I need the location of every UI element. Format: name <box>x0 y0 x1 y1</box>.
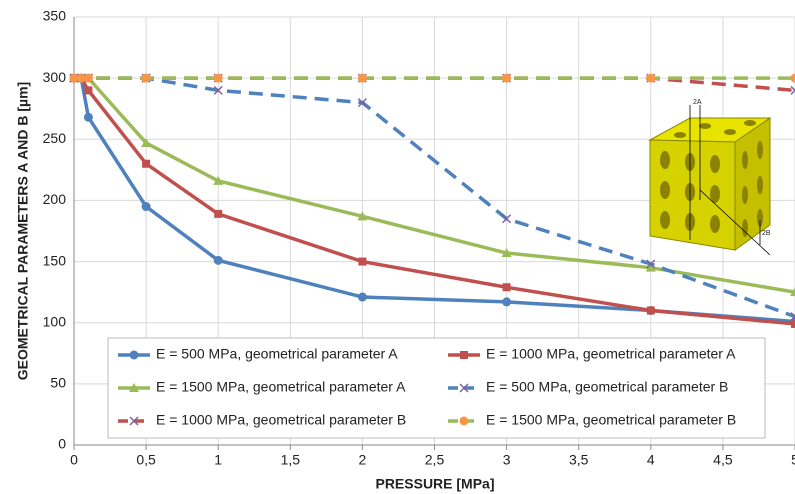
legend-label: E = 500 MPa, geometrical parameter A <box>156 346 398 362</box>
x-tick-label: 0 <box>70 452 78 468</box>
x-tick-label: 4 <box>647 452 655 468</box>
marker <box>646 73 656 83</box>
inset-image: 2A 2B <box>648 99 772 256</box>
y-tick-label: 200 <box>43 191 67 207</box>
marker <box>790 312 795 322</box>
marker <box>459 416 469 426</box>
marker <box>357 211 368 221</box>
y-tick-label: 100 <box>43 313 67 329</box>
marker <box>357 73 367 83</box>
x-tick-label: 5 <box>791 452 795 468</box>
legend-label: E = 1500 MPa, geometrical parameter A <box>156 379 406 395</box>
marker <box>214 209 223 218</box>
series-group <box>69 73 795 83</box>
marker <box>790 85 795 95</box>
legend-label: E = 500 MPa, geometrical parameter B <box>486 379 728 395</box>
marker <box>645 262 656 272</box>
marker <box>646 306 655 315</box>
marker <box>69 73 79 83</box>
marker <box>459 383 469 393</box>
legend-label: E = 1000 MPa, geometrical parameter B <box>156 412 406 428</box>
marker <box>142 159 151 168</box>
legend-label: E = 1500 MPa, geometrical parameter B <box>486 412 736 428</box>
x-tick-label: 2 <box>359 452 367 468</box>
y-tick-label: 150 <box>43 252 67 268</box>
x-axis-label: PRESSURE [MPa] <box>375 476 494 492</box>
marker <box>76 73 86 83</box>
marker <box>141 137 152 147</box>
marker <box>502 297 512 307</box>
marker <box>83 73 93 83</box>
marker <box>358 257 367 266</box>
annotation: 2A <box>693 99 702 106</box>
marker <box>213 255 223 265</box>
marker <box>501 248 512 258</box>
legend: E = 500 MPa, geometrical parameter A E = … <box>118 346 736 428</box>
x-tick-label: 1,5 <box>281 452 301 468</box>
marker <box>460 351 468 359</box>
legend-box <box>107 337 766 439</box>
annotation: 2B <box>762 230 771 237</box>
marker <box>646 259 656 269</box>
marker <box>357 98 367 108</box>
y-tick-label: 350 <box>43 8 67 24</box>
marker <box>502 73 512 83</box>
marker <box>141 202 151 212</box>
marker <box>791 319 795 328</box>
marker <box>357 292 367 302</box>
y-tick-label: 50 <box>50 375 66 391</box>
x-tick-label: 1 <box>214 452 222 468</box>
series <box>69 73 795 328</box>
y-tick-label: 0 <box>58 436 66 452</box>
marker <box>213 73 223 83</box>
marker <box>213 175 224 185</box>
x-tick-label: 3 <box>503 452 511 468</box>
marker <box>83 112 93 122</box>
dim-line <box>699 189 771 256</box>
y-tick-label: 300 <box>43 69 67 85</box>
x-tick-label: 3,5 <box>569 452 589 468</box>
x-tick-label: 2,5 <box>425 452 445 468</box>
marker <box>129 416 139 426</box>
marker <box>84 86 93 95</box>
y-tick-label: 250 <box>43 130 67 146</box>
legend-label: E = 1000 MPa, geometrical parameter A <box>486 346 736 362</box>
marker <box>790 287 795 297</box>
marker <box>141 73 151 83</box>
marker <box>502 214 512 224</box>
marker <box>502 283 511 292</box>
x-tick-label: 0,5 <box>136 452 156 468</box>
marker <box>790 73 795 83</box>
holes <box>660 120 763 237</box>
marker <box>129 383 139 392</box>
x-tick-label: 4,5 <box>713 452 733 468</box>
marker <box>129 350 139 360</box>
marker <box>213 85 223 95</box>
y-axis-label: GEOMETRICAL PARAMETERS A AND B [µm] <box>15 82 31 380</box>
